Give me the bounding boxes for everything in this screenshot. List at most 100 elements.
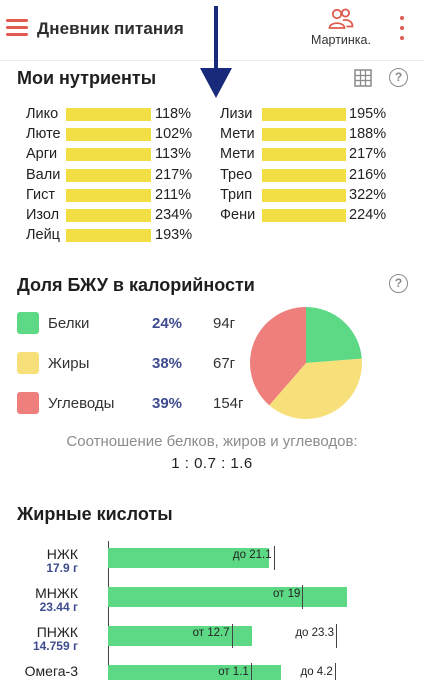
nutrient-name: Лико bbox=[26, 106, 59, 122]
fatty-acid-row[interactable]: НЖК 17.9 г до 21.1 bbox=[0, 546, 424, 586]
macros-help-icon[interactable]: ? bbox=[389, 274, 408, 293]
fatty-acid-norm-tick bbox=[273, 546, 275, 570]
macro-grams: 67г bbox=[213, 355, 236, 372]
nutrient-percent: 193% bbox=[155, 227, 193, 244]
nutrients-title: Мои нутриенты bbox=[17, 68, 157, 88]
fatty-acid-norm-label: от 12.7 bbox=[192, 627, 230, 639]
fatty-acid-row[interactable]: Омега-3 от 1.1 до 4.2 bbox=[0, 663, 424, 680]
fatty-acid-name: МНЖК bbox=[35, 585, 78, 601]
nutrient-name: Фени bbox=[220, 206, 256, 223]
nutrient-bar bbox=[262, 108, 346, 121]
nutrient-name: Лейц bbox=[26, 227, 60, 244]
hamburger-menu-icon[interactable] bbox=[6, 19, 28, 37]
nutrient-row[interactable]: Гист 211% bbox=[26, 185, 206, 205]
nutrient-name: Люте bbox=[26, 126, 61, 143]
nutrient-percent: 217% bbox=[349, 146, 387, 163]
table-view-icon[interactable] bbox=[354, 69, 372, 87]
nutrient-row[interactable]: Вали 217% bbox=[26, 165, 206, 185]
macro-row: Углеводы 39% 154г bbox=[17, 392, 247, 416]
header-divider bbox=[0, 60, 424, 61]
ratio-value: 1 : 0.7 : 1.6 bbox=[171, 455, 253, 472]
nutrient-percent: 118% bbox=[155, 106, 192, 122]
macro-grams: 154г bbox=[213, 395, 244, 412]
macro-row: Жиры 38% 67г bbox=[17, 352, 247, 376]
nutrient-percent: 188% bbox=[349, 126, 387, 143]
nutrient-bar bbox=[262, 208, 346, 222]
fatty-acid-norm-label: до 4.2 bbox=[300, 666, 333, 678]
fatty-acid-norm-label: до 23.3 bbox=[295, 627, 334, 639]
nutrient-row[interactable]: Мети 188% bbox=[220, 124, 400, 144]
macro-swatch bbox=[17, 352, 39, 374]
fatty-acid-bar bbox=[108, 665, 281, 680]
nutrient-row[interactable]: Фени 224% bbox=[220, 205, 400, 225]
nutrient-bar bbox=[262, 168, 346, 182]
nutrient-bar bbox=[66, 168, 151, 182]
macro-label: Углеводы bbox=[48, 395, 115, 412]
fatty-acid-norm-label: от 1.1 bbox=[218, 666, 249, 678]
macros-title: Доля БЖУ в калорийности bbox=[17, 275, 255, 295]
macro-percent: 39% bbox=[152, 395, 183, 412]
fatty-acid-value: 23.44 г bbox=[39, 600, 78, 614]
nutrient-row[interactable]: Люте 102% bbox=[26, 124, 206, 144]
macro-row: Белки 24% 94г bbox=[17, 312, 247, 336]
nutrient-percent: 195% bbox=[349, 106, 387, 122]
profile-button[interactable]: Мартинка. bbox=[306, 8, 376, 52]
nutrient-percent: 113% bbox=[155, 146, 192, 163]
fatty-acid-row[interactable]: МНЖК 23.44 г от 19 bbox=[0, 585, 424, 625]
nutrient-name: Гист bbox=[26, 186, 56, 203]
pie-slice-3[interactable] bbox=[249, 307, 306, 406]
nutrient-bar bbox=[262, 128, 346, 142]
nutrient-row[interactable]: Мети 217% bbox=[220, 144, 400, 164]
macro-label: Жиры bbox=[48, 355, 90, 372]
fatty-acid-norm-tick bbox=[302, 585, 304, 609]
nutrient-bar bbox=[66, 188, 151, 202]
nutrient-bar bbox=[66, 148, 151, 162]
users-icon bbox=[328, 8, 354, 29]
nutrient-row[interactable]: Лизи 195% bbox=[220, 104, 400, 124]
nutrient-percent: 322% bbox=[349, 186, 387, 203]
nutrient-row[interactable]: Трео 216% bbox=[220, 165, 400, 185]
nutrient-percent: 234% bbox=[155, 206, 193, 223]
macro-percent: 24% bbox=[152, 315, 183, 332]
pie-slice-2[interactable] bbox=[269, 358, 362, 419]
nutrients-help-icon[interactable]: ? bbox=[389, 68, 408, 87]
fatty-acid-norm-label: от 19 bbox=[272, 588, 301, 600]
nutrient-name: Вали bbox=[26, 166, 61, 183]
nutrient-name: Лизи bbox=[220, 106, 253, 122]
nutrients-right-column: Лизи 195% Мети 188% Мети 217% Трео 216% Трип 322%… bbox=[220, 104, 400, 225]
macros-pie-chart bbox=[249, 307, 362, 419]
fatty-acid-bar bbox=[108, 587, 347, 607]
macro-swatch bbox=[17, 312, 39, 334]
nutrient-bar bbox=[66, 108, 151, 121]
fatty-acid-bar bbox=[108, 626, 252, 646]
nutrient-row[interactable]: Лейц 193% bbox=[26, 225, 206, 245]
fatty-acid-name: НЖК bbox=[46, 546, 78, 562]
nutrient-percent: 217% bbox=[155, 166, 193, 183]
macro-swatch bbox=[17, 392, 39, 414]
fatty-acid-value: 17.9 г bbox=[46, 561, 78, 575]
annotation-arrow-icon bbox=[200, 6, 232, 98]
macro-label: Белки bbox=[48, 315, 90, 332]
ratio-caption: Соотношение белков, жиров и углеводов: bbox=[66, 433, 358, 450]
nutrient-name: Мети bbox=[220, 126, 255, 143]
pie-slice-1[interactable] bbox=[306, 307, 362, 363]
fatty-acid-norm-tick bbox=[231, 624, 233, 648]
nutrient-name: Трео bbox=[220, 166, 253, 183]
nutrient-row[interactable]: Арги 113% bbox=[26, 144, 206, 164]
fatty-acids-title: Жирные кислоты bbox=[17, 504, 173, 524]
nutrient-percent: 216% bbox=[349, 166, 387, 183]
nutrient-row[interactable]: Лико 118% bbox=[26, 104, 206, 124]
nutrient-bar bbox=[262, 148, 346, 162]
nutrient-name: Изол bbox=[26, 206, 60, 223]
profile-name: Мартинка. bbox=[311, 33, 371, 47]
nutrient-row[interactable]: Трип 322% bbox=[220, 185, 400, 205]
nutrient-bar bbox=[66, 128, 151, 142]
more-options-icon[interactable] bbox=[396, 14, 408, 42]
fatty-acid-name: ПНЖК bbox=[36, 624, 78, 640]
nutrient-row[interactable]: Изол 234% bbox=[26, 205, 206, 225]
fatty-acid-norm-tick bbox=[334, 663, 336, 680]
nutrient-percent: 224% bbox=[349, 206, 387, 223]
fatty-acid-bar bbox=[108, 548, 269, 568]
fatty-acid-row[interactable]: ПНЖК 14.759 г от 12.7 до 23.3 bbox=[0, 624, 424, 664]
nutrients-left-column: Лико 118% Люте 102% Арги 113% Вали 217% Гист 211%… bbox=[26, 104, 206, 245]
